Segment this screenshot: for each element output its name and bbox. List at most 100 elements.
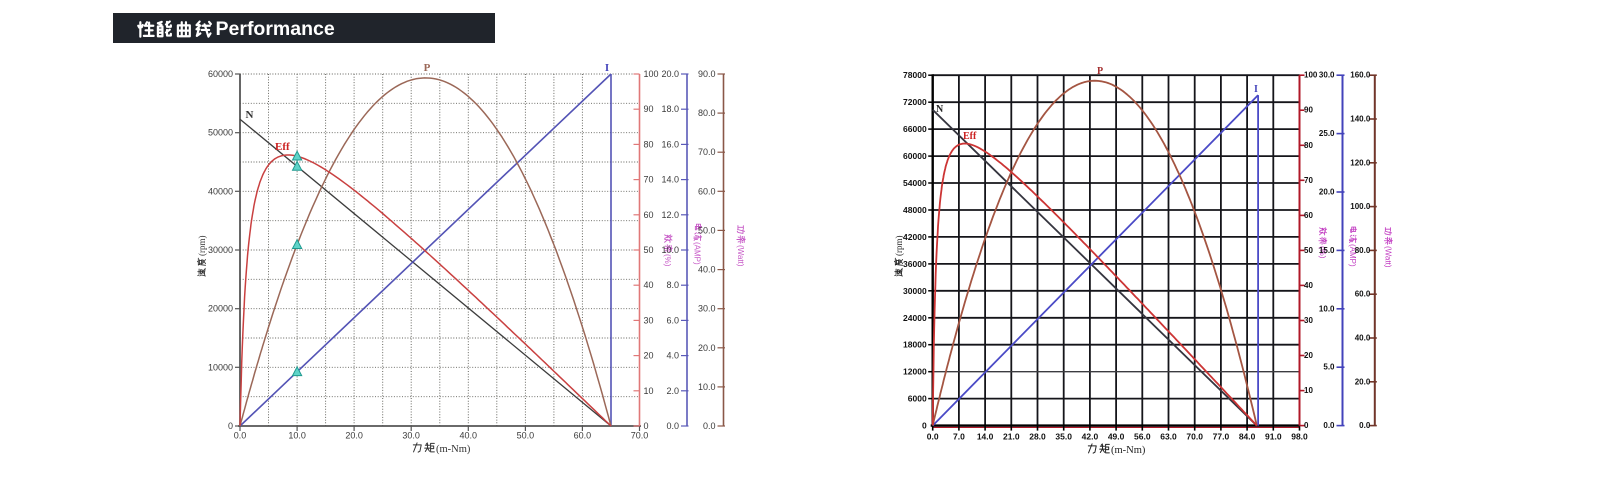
svg-text:(%): (%) [1318, 246, 1327, 259]
svg-text:90.0: 90.0 [698, 69, 716, 79]
svg-text:16.0: 16.0 [661, 139, 679, 149]
svg-text:80: 80 [1304, 141, 1313, 150]
svg-text:0: 0 [1304, 421, 1309, 430]
svg-text:0: 0 [644, 421, 649, 431]
svg-text:80: 80 [644, 139, 654, 149]
svg-text:60.0: 60.0 [1355, 290, 1371, 299]
svg-text:30: 30 [644, 315, 654, 325]
svg-text:8.0: 8.0 [666, 280, 679, 290]
svg-text:Eff: Eff [963, 131, 977, 142]
svg-text:100: 100 [1304, 71, 1318, 80]
svg-text:84.0: 84.0 [1239, 432, 1256, 442]
svg-text:48000: 48000 [903, 205, 927, 215]
svg-text:60.0: 60.0 [574, 431, 592, 441]
svg-text:20: 20 [1304, 351, 1313, 360]
svg-text:98.0: 98.0 [1291, 432, 1308, 442]
svg-text:2.0: 2.0 [666, 386, 679, 396]
svg-text:90: 90 [1304, 106, 1313, 115]
svg-text:0.0: 0.0 [1323, 421, 1335, 430]
svg-text:0.0: 0.0 [234, 431, 247, 441]
svg-text:63.0: 63.0 [1160, 432, 1177, 442]
svg-text:56.0: 56.0 [1134, 432, 1151, 442]
svg-text:10.0: 10.0 [288, 431, 306, 441]
svg-text:0: 0 [922, 421, 927, 431]
svg-text:60000: 60000 [208, 69, 233, 79]
svg-text:140.0: 140.0 [1350, 115, 1371, 124]
svg-text:78000: 78000 [903, 70, 927, 80]
svg-text:100.0: 100.0 [1350, 202, 1371, 211]
svg-text:120.0: 120.0 [1350, 158, 1371, 167]
svg-text:91.0: 91.0 [1265, 432, 1282, 442]
svg-text:30.0: 30.0 [1319, 71, 1335, 80]
svg-text:60000: 60000 [903, 151, 927, 161]
svg-text:70.0: 70.0 [631, 431, 649, 441]
svg-text:70.0: 70.0 [698, 147, 716, 157]
svg-text:I: I [605, 62, 609, 74]
svg-text:60.0: 60.0 [698, 186, 716, 196]
svg-text:30: 30 [1304, 316, 1313, 325]
svg-text:20: 20 [644, 351, 654, 361]
svg-text:(rpm): (rpm) [894, 236, 904, 257]
svg-text:40000: 40000 [208, 186, 233, 196]
svg-text:10.0: 10.0 [1319, 304, 1335, 313]
svg-text:0: 0 [228, 421, 233, 431]
svg-text:66000: 66000 [903, 124, 927, 134]
svg-text:100: 100 [644, 69, 659, 79]
svg-text:0.0: 0.0 [666, 421, 679, 431]
svg-text:40: 40 [644, 280, 654, 290]
svg-text:50: 50 [644, 245, 654, 255]
svg-text:10000: 10000 [208, 362, 233, 372]
svg-text:20.0: 20.0 [661, 69, 679, 79]
svg-text:18000: 18000 [903, 340, 927, 350]
svg-text:30.0: 30.0 [402, 431, 420, 441]
svg-text:20.0: 20.0 [698, 343, 716, 353]
svg-text:15.0: 15.0 [1319, 246, 1335, 255]
svg-text:160.0: 160.0 [1350, 71, 1371, 80]
svg-text:14.0: 14.0 [977, 432, 994, 442]
svg-text:70: 70 [644, 175, 654, 185]
svg-text:49.0: 49.0 [1108, 432, 1125, 442]
svg-text:77.0: 77.0 [1213, 432, 1230, 442]
svg-text:(%): (%) [663, 254, 672, 267]
svg-text:30000: 30000 [903, 286, 927, 296]
svg-text:25.0: 25.0 [1319, 129, 1335, 138]
svg-text:42.0: 42.0 [1082, 432, 1099, 442]
svg-text:Eff: Eff [275, 141, 290, 153]
svg-text:50.0: 50.0 [517, 431, 535, 441]
svg-text:42000: 42000 [903, 232, 927, 242]
svg-text:4.0: 4.0 [666, 351, 679, 361]
svg-text:70.0: 70.0 [1186, 432, 1203, 442]
svg-text:I: I [1254, 84, 1258, 95]
svg-text:24000: 24000 [903, 313, 927, 323]
svg-text:P: P [424, 62, 431, 74]
svg-text:P: P [1097, 66, 1103, 77]
svg-text:36000: 36000 [903, 259, 927, 269]
svg-text:20.0: 20.0 [1355, 377, 1371, 386]
svg-text:30.0: 30.0 [698, 304, 716, 314]
svg-text:7.0: 7.0 [953, 432, 965, 442]
svg-text:(AMP): (AMP) [693, 242, 702, 265]
svg-text:12000: 12000 [903, 367, 927, 377]
svg-text:50.0: 50.0 [698, 225, 716, 235]
svg-text:70: 70 [1304, 176, 1313, 185]
svg-text:6.0: 6.0 [666, 315, 679, 325]
svg-text:12.0: 12.0 [661, 210, 679, 220]
svg-text:50: 50 [1304, 246, 1313, 255]
svg-text:(rpm): (rpm) [197, 236, 207, 257]
svg-text:5.0: 5.0 [1323, 363, 1335, 372]
svg-text:20.0: 20.0 [345, 431, 363, 441]
svg-text:N: N [246, 109, 254, 121]
svg-text:40: 40 [1304, 281, 1313, 290]
svg-text:N: N [936, 104, 944, 115]
svg-text:40.0: 40.0 [698, 265, 716, 275]
svg-text:10.0: 10.0 [661, 245, 679, 255]
svg-text:18.0: 18.0 [661, 104, 679, 114]
svg-text:(AMP): (AMP) [1348, 244, 1357, 267]
svg-text:28.0: 28.0 [1029, 432, 1046, 442]
svg-text:72000: 72000 [903, 97, 927, 107]
svg-text:40.0: 40.0 [1355, 334, 1371, 343]
svg-text:60: 60 [1304, 211, 1313, 220]
svg-text:(Watt): (Watt) [1384, 246, 1393, 268]
svg-text:80.0: 80.0 [1355, 246, 1371, 255]
svg-text:20000: 20000 [208, 304, 233, 314]
